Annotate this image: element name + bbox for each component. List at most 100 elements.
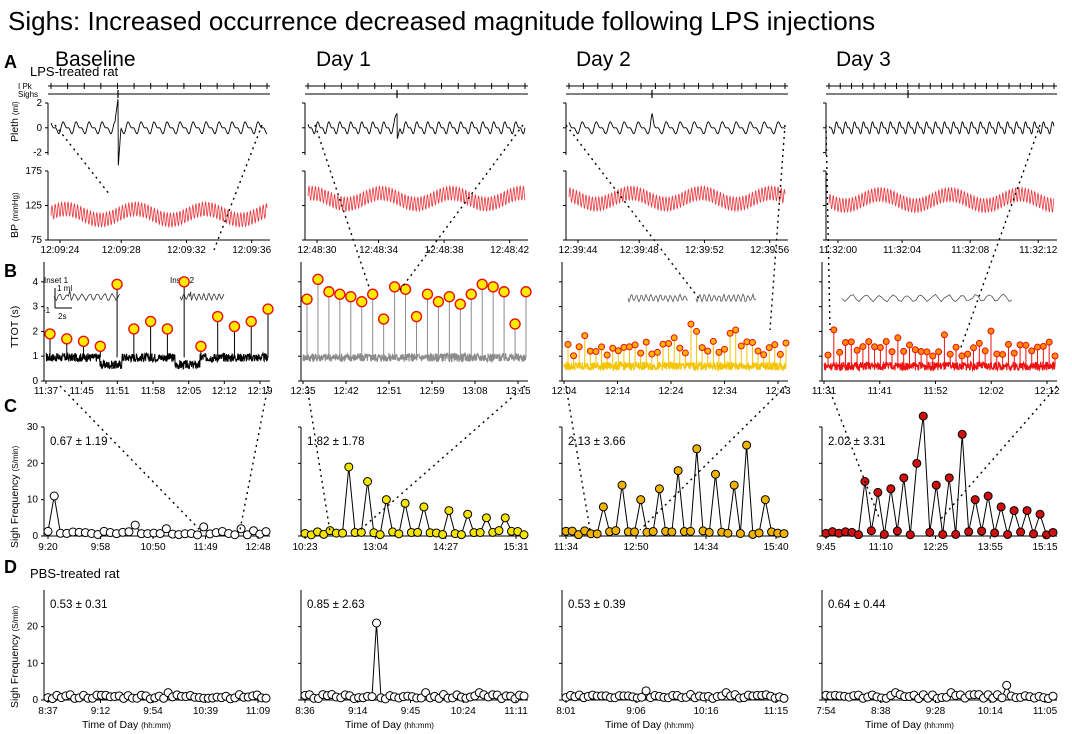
sigh-marker xyxy=(771,341,779,349)
zoom-connector xyxy=(825,124,831,331)
ttot-tick-label: 0 xyxy=(32,376,38,387)
freq-point xyxy=(905,530,915,540)
time-axis-label-day1: Time of Day (hh:mm) xyxy=(345,719,434,731)
freq-point xyxy=(230,530,240,540)
freq-point xyxy=(1016,527,1026,537)
sigh-marker xyxy=(476,278,488,291)
freq-time-label: 10:50 xyxy=(140,542,165,553)
sigh-marker xyxy=(195,340,207,352)
sigh-marker xyxy=(377,313,390,325)
ttot-trace xyxy=(45,351,269,371)
sigh-marker xyxy=(498,286,510,298)
freq-point xyxy=(375,530,385,540)
zoom-connector xyxy=(239,385,269,531)
sigh-marker xyxy=(670,334,678,342)
zoom-connector xyxy=(827,385,881,521)
sigh-marker xyxy=(964,350,972,358)
sigh-marker xyxy=(367,288,379,300)
freq-time-label: 9:54 xyxy=(143,706,163,717)
freq-point xyxy=(886,484,896,494)
sigh-marker xyxy=(952,343,960,351)
sigh-marker xyxy=(665,340,673,348)
freq-point xyxy=(130,520,140,530)
sigh-marker xyxy=(312,273,324,286)
freq-time-label: 14:27 xyxy=(433,542,458,553)
sigh-marker xyxy=(356,295,368,308)
zoom-connector xyxy=(769,124,786,331)
freq-point xyxy=(438,530,448,540)
freq-point xyxy=(760,495,770,505)
b-time-label: 11:37 xyxy=(34,386,59,397)
sigh-marker xyxy=(603,351,611,359)
sigh-marker xyxy=(421,288,434,300)
freq-time-label: 8:01 xyxy=(556,706,576,717)
sigh-marker xyxy=(958,352,966,360)
sigh-marker xyxy=(894,334,902,342)
freq-point xyxy=(686,526,696,536)
panel-label-d: D xyxy=(4,557,17,577)
freq-point xyxy=(866,526,876,536)
ttot-tick-label: 3 xyxy=(32,302,38,313)
freq-point xyxy=(500,513,510,523)
sigh-marker xyxy=(334,288,346,300)
freq-time-label: 11:34 xyxy=(554,542,579,553)
b-time-label: 12:42 xyxy=(333,386,358,397)
freq-point xyxy=(381,495,391,505)
freq-point xyxy=(43,526,53,536)
b-time-label: 11:31 xyxy=(812,386,837,397)
a-time-label: 12:09:36 xyxy=(232,245,271,256)
ttot-tick-label: 1 xyxy=(32,351,38,362)
zoom-connector xyxy=(565,124,701,301)
freq-point xyxy=(630,527,640,537)
sigh-marker xyxy=(228,320,241,333)
freq-tick-label: 0 xyxy=(32,531,38,542)
sigh-marker xyxy=(1034,343,1042,351)
a-time-label: 12:48:30 xyxy=(298,245,337,256)
b-time-label: 12:04 xyxy=(551,386,576,397)
freq-point xyxy=(481,513,491,523)
sigh-marker xyxy=(681,349,689,357)
sigh-marker xyxy=(1039,342,1047,350)
panel-label-a: A xyxy=(4,52,17,72)
freq-time-label: 11:05 xyxy=(1033,706,1058,717)
sigh-marker xyxy=(888,348,896,356)
b-time-label: 11:45 xyxy=(70,386,95,397)
pleth-tick-label: -2 xyxy=(33,148,42,159)
a-time-label: 12:39:52 xyxy=(685,245,724,256)
sigh-marker xyxy=(975,339,983,347)
sigh-marker xyxy=(709,337,717,345)
sigh-marker xyxy=(443,291,456,303)
freq-point xyxy=(261,693,271,703)
b-time-label: 12:19 xyxy=(247,386,272,397)
pleth-trace xyxy=(307,113,526,139)
pleth-tick-label: 0 xyxy=(36,123,42,134)
sigh-marker xyxy=(388,281,401,293)
sigh-marker xyxy=(653,348,661,356)
b-time-label: 11:58 xyxy=(141,386,166,397)
freq-point xyxy=(236,524,246,534)
freq-point xyxy=(977,526,987,536)
freq-point xyxy=(444,506,454,516)
freq-time-label: 10:39 xyxy=(193,706,218,717)
sigh-marker xyxy=(432,295,445,308)
freq-tick-label: 10 xyxy=(27,658,39,669)
freq-point xyxy=(931,480,941,490)
zoom-connector xyxy=(565,385,591,531)
a-time-label: 12:39:56 xyxy=(750,245,789,256)
freq-point xyxy=(363,477,373,486)
a-time-label: 11:32:00 xyxy=(819,245,858,256)
sigh-marker xyxy=(824,351,832,359)
freq-point xyxy=(1002,680,1012,690)
freq-time-label: 11:15 xyxy=(764,706,789,717)
sigh-marker xyxy=(871,343,879,351)
inset-scale-neg: -1 xyxy=(43,306,51,315)
freq-line xyxy=(304,466,525,536)
panel-label-b: B xyxy=(4,261,17,281)
freq-point xyxy=(996,502,1006,512)
sigh-marker xyxy=(1016,341,1024,349)
sigh-marker xyxy=(245,315,257,328)
b-time-label: 12:43 xyxy=(765,386,790,397)
freq-point xyxy=(648,526,658,536)
a-time-label: 12:48:34 xyxy=(359,245,398,256)
a-time-label: 12:09:24 xyxy=(41,245,80,256)
